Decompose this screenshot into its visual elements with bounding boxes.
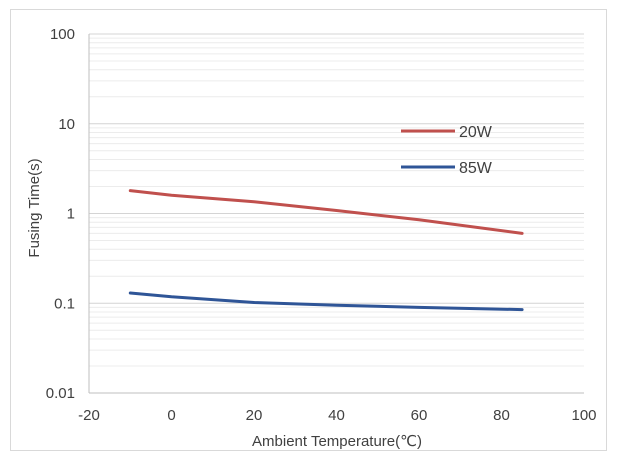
x-tick-label: 20 — [246, 407, 263, 424]
x-axis-title: Ambient Temperature(℃) — [252, 433, 422, 450]
x-tick-label: 40 — [328, 407, 345, 424]
series-lines — [128, 189, 524, 312]
legend: 20W 85W — [401, 124, 493, 177]
y-tick-label: 10 — [58, 116, 75, 133]
x-tick-label: -20 — [78, 407, 100, 424]
y-tick-label: 1 — [67, 206, 75, 223]
chart-frame: -20 0 20 40 60 80 100 0.01 0.1 1 10 100 20W 85W Ambi… — [10, 9, 607, 451]
legend-label-85w: 85W — [459, 160, 493, 177]
x-tick-label: 80 — [493, 407, 510, 424]
x-tick-label: 60 — [411, 407, 428, 424]
y-axis-title: Fusing Time(s) — [26, 158, 43, 257]
y-tick-label: 100 — [50, 26, 75, 43]
x-tick-label: 100 — [571, 407, 596, 424]
series-line-20w — [128, 189, 524, 235]
axes: -20 0 20 40 60 80 100 0.01 0.1 1 10 100 — [46, 26, 597, 424]
series-line-85w — [128, 291, 524, 312]
x-tick-label: 0 — [167, 407, 175, 424]
legend-label-20w: 20W — [459, 124, 493, 141]
line-chart: -20 0 20 40 60 80 100 0.01 0.1 1 10 100 20W 85W Ambi… — [26, 26, 597, 450]
y-tick-label: 0.1 — [54, 295, 75, 312]
gridlines — [89, 33, 584, 367]
y-tick-label: 0.01 — [46, 385, 75, 402]
